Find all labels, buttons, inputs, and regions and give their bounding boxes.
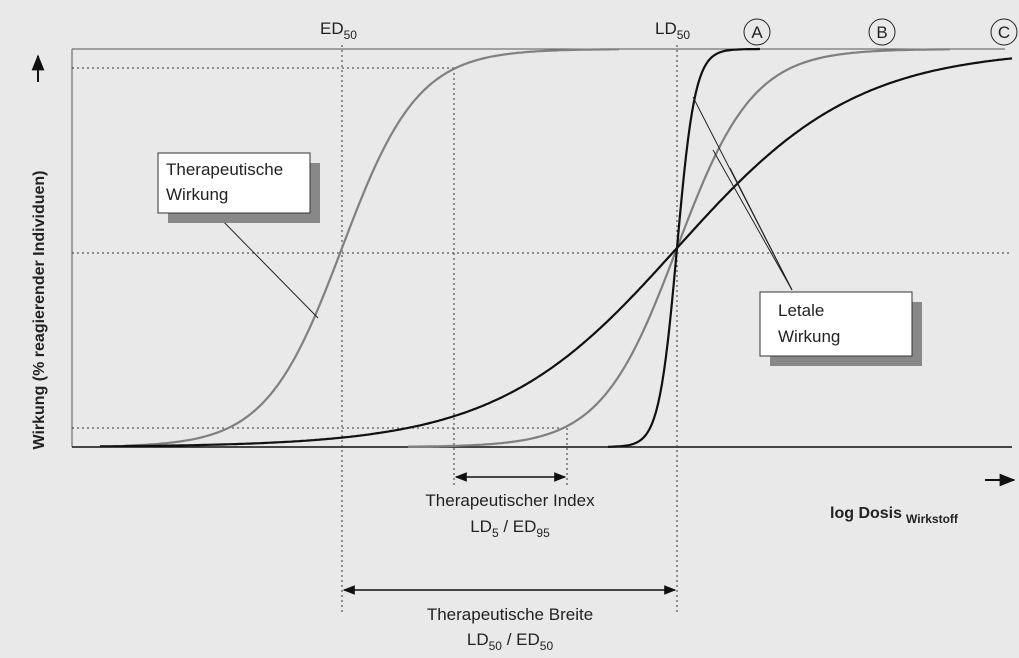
ed50-label: ED50 <box>320 19 357 42</box>
curve-label: C <box>998 23 1010 42</box>
callout-text: Wirkung <box>778 327 840 346</box>
x-axis-label: log Dosis Wirkstoff <box>830 505 959 526</box>
pointers <box>692 96 793 291</box>
callout-box <box>759 291 913 357</box>
curve <box>608 47 760 448</box>
curve <box>407 48 950 448</box>
callout-text: Therapeutische <box>166 160 283 179</box>
curve-markers: A B C <box>743 18 1018 46</box>
callout-text: Wirkung <box>166 185 228 204</box>
curve <box>124 48 619 447</box>
index-formula: LD5 / ED95 <box>470 517 550 540</box>
callout-box <box>157 152 311 214</box>
width-formula: LD50 / ED50 <box>467 630 554 653</box>
curve-label: B <box>876 23 887 42</box>
ld50-label: LD50 <box>655 19 690 42</box>
callout-text: Letale <box>778 301 824 320</box>
guides <box>72 45 1010 612</box>
curve-label: A <box>751 23 763 42</box>
y-axis-label: Wirkung (% reagierender Individuen) <box>31 170 48 449</box>
width-title: Therapeutische Breite <box>427 605 593 624</box>
pointer <box>214 212 319 319</box>
index-title: Therapeutischer Index <box>425 491 595 510</box>
curve <box>100 57 1013 448</box>
